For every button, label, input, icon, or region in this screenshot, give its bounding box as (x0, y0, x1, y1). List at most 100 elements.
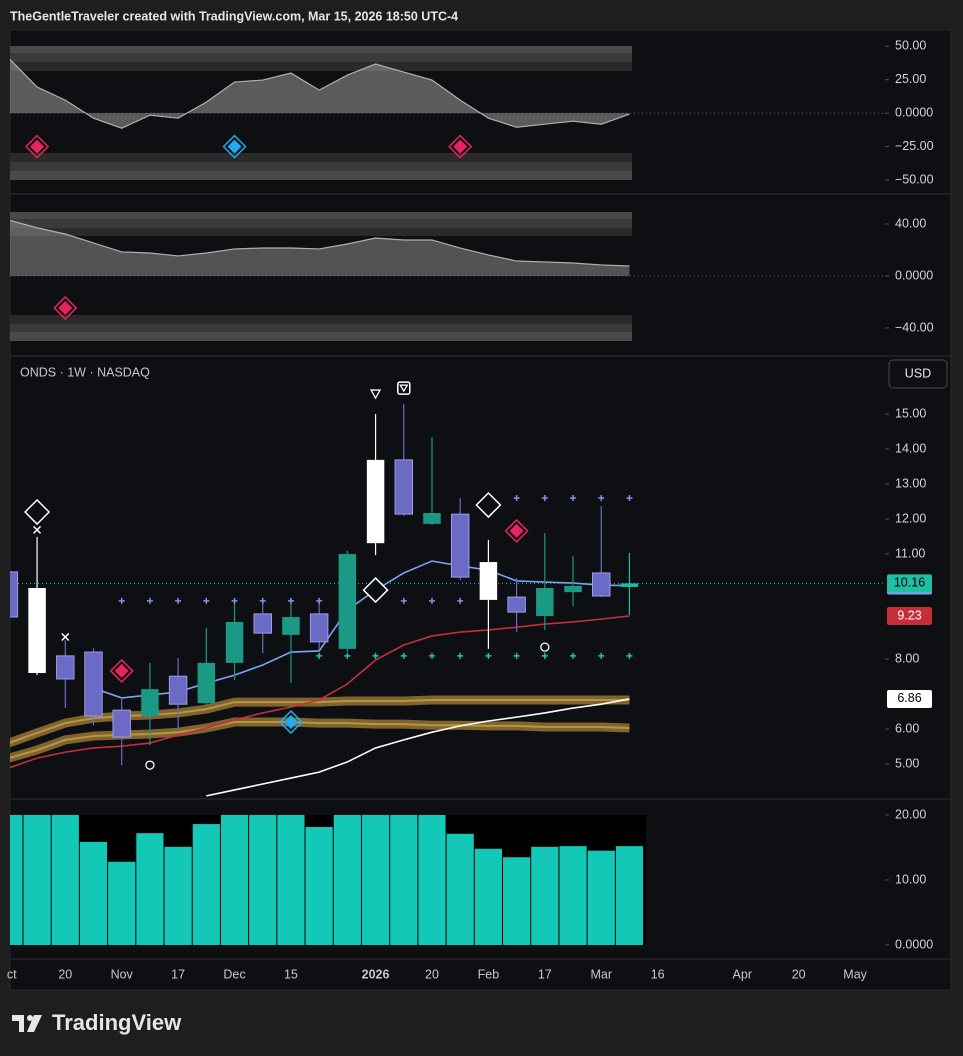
marker-plus (541, 495, 548, 502)
candle-body (84, 651, 103, 717)
bar (333, 814, 361, 945)
band (10, 162, 632, 171)
candle-body (112, 709, 131, 738)
y-tick-label: 25.00 (895, 72, 926, 86)
x-tick-label: Mar (590, 967, 612, 981)
marker-diamond-ring (222, 134, 247, 159)
marker-diamond (362, 577, 389, 604)
logo-mark (12, 1015, 24, 1032)
price-tag (887, 689, 932, 708)
candle-body (282, 617, 300, 635)
marker-plus (400, 597, 407, 604)
y-tick-label: 12.00 (895, 511, 926, 525)
x-tick-label: Apr (733, 967, 752, 981)
marker-plus (513, 495, 520, 502)
marker-plus (541, 652, 548, 659)
y-tick-label: 13.00 (895, 476, 926, 490)
currency-button[interactable] (888, 359, 948, 389)
bar (361, 814, 390, 945)
marker-triangle (399, 384, 409, 393)
marker-diamond-ring (53, 295, 78, 321)
candle-body (253, 613, 272, 634)
marker-plus (344, 652, 351, 659)
candle-body (56, 655, 75, 680)
marker-plus (598, 652, 605, 659)
candle-body (620, 583, 639, 587)
x-tick-label: Nov (111, 967, 134, 981)
candle-body (28, 587, 46, 674)
marker-diamond (475, 491, 502, 519)
candle-body (394, 459, 414, 515)
y-tick-label: 15.00 (895, 406, 926, 420)
marker-plus (175, 597, 182, 604)
bar (615, 846, 644, 945)
x-tick-label: 2026 (362, 967, 390, 981)
bar (10, 814, 23, 945)
marker-diamond (509, 523, 524, 538)
marker-plus (485, 652, 492, 659)
ma-line (10, 615, 630, 769)
price-tag-label: 9.23 (897, 608, 921, 622)
y-tick-label: 11.00 (895, 546, 925, 560)
band (10, 171, 632, 180)
marker-circle (540, 642, 550, 652)
x-tick-label: 20 (792, 967, 806, 981)
logo (12, 1015, 42, 1032)
bar (79, 841, 108, 945)
bar (51, 814, 79, 945)
marker-plus (146, 597, 153, 604)
logo-mark (27, 1015, 42, 1032)
ribbon-core (10, 698, 630, 744)
marker-box (397, 381, 411, 395)
bar (587, 850, 615, 945)
candle-body (591, 572, 611, 597)
bar (305, 826, 333, 945)
bar (164, 846, 192, 945)
bar (192, 824, 220, 945)
marker-plus (598, 495, 605, 502)
marker-plus (316, 597, 323, 604)
x-tick-label: May (843, 967, 867, 981)
area-fill (10, 220, 630, 276)
y-tick-label: 0.0000 (895, 105, 933, 119)
marker-plus (513, 652, 520, 659)
marker-diamond-ring (25, 134, 50, 159)
price-tag-label: 6.86 (897, 691, 921, 705)
pane (10, 46, 885, 180)
x-tick-label: 16 (651, 967, 665, 981)
marker-plus (316, 652, 323, 659)
y-tick-label: 50.00 (895, 39, 926, 53)
y-tick-label: −25.00 (895, 139, 934, 153)
band (10, 212, 632, 219)
candle-body (507, 596, 526, 613)
candle-body (168, 675, 188, 705)
y-tick-label: 8.00 (895, 651, 919, 665)
band (10, 219, 632, 228)
bar (390, 814, 418, 945)
x-tick-label: 20 (425, 967, 439, 981)
y-tick-label: 40.00 (895, 216, 926, 230)
x-tick-label: Feb (478, 967, 500, 981)
pane (10, 381, 885, 797)
y-tick-label: 0.0000 (895, 937, 933, 951)
price-tag (887, 606, 932, 625)
marker-plus (626, 495, 633, 502)
candle-body (10, 571, 19, 618)
area-fill (10, 59, 630, 129)
bar (559, 846, 587, 945)
band (10, 46, 632, 53)
y-tick-label: 0.0000 (895, 268, 933, 282)
marker-triangle (369, 389, 382, 400)
y-tick-label: 10.00 (895, 872, 926, 886)
candle-body (366, 459, 385, 544)
x-tick-label: 17 (171, 967, 185, 981)
bar (418, 814, 446, 945)
pane (10, 212, 885, 341)
marker-plus (372, 652, 379, 659)
marker-cross (33, 525, 42, 534)
marker-plus (118, 597, 125, 604)
logo-mark (27, 1015, 33, 1021)
currency[interactable]: USD (905, 366, 931, 380)
